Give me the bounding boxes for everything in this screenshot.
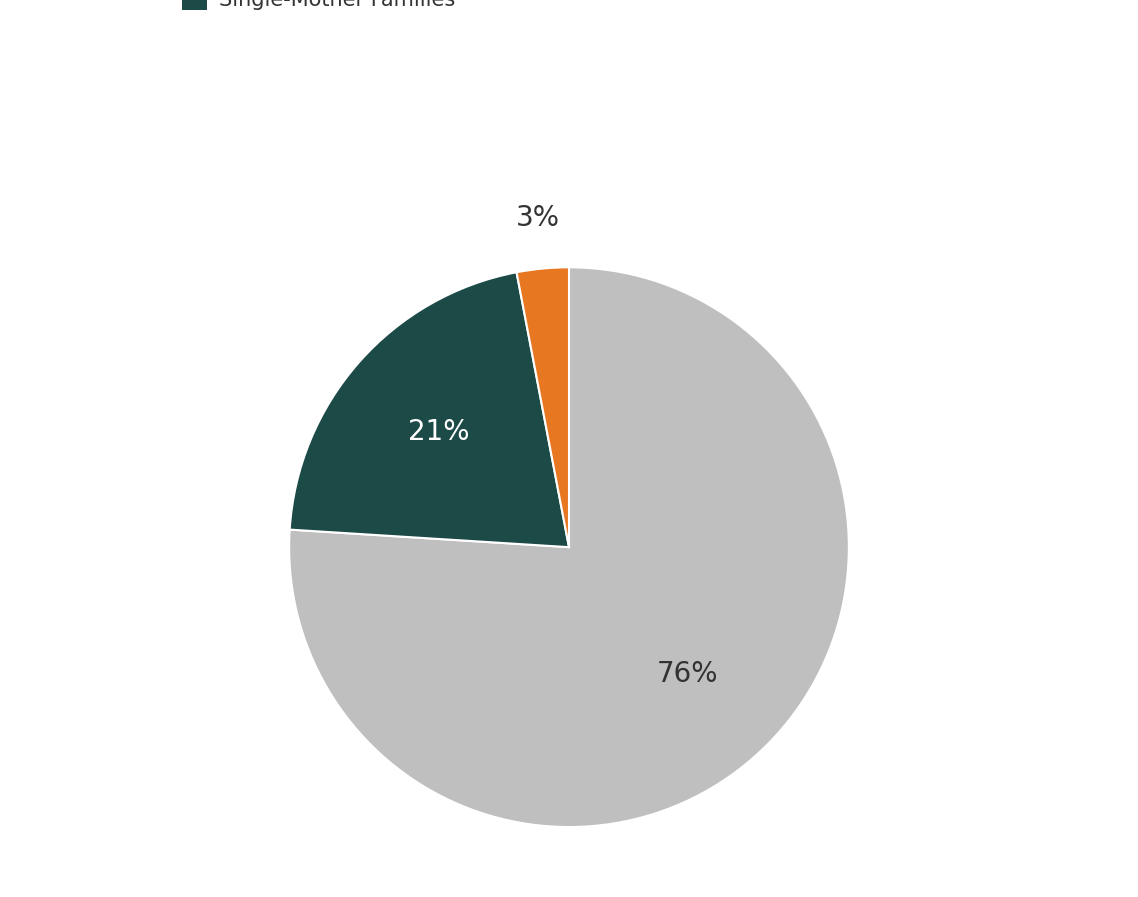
Wedge shape xyxy=(517,267,569,547)
Wedge shape xyxy=(290,273,569,547)
Legend: Two-Parent Families, Single-Mother Families, Single-Father Families: Two-Parent Families, Single-Mother Famil… xyxy=(174,0,751,19)
Text: 3%: 3% xyxy=(516,205,560,232)
Text: 21%: 21% xyxy=(409,418,470,447)
Wedge shape xyxy=(289,267,849,827)
Text: 76%: 76% xyxy=(657,659,718,688)
